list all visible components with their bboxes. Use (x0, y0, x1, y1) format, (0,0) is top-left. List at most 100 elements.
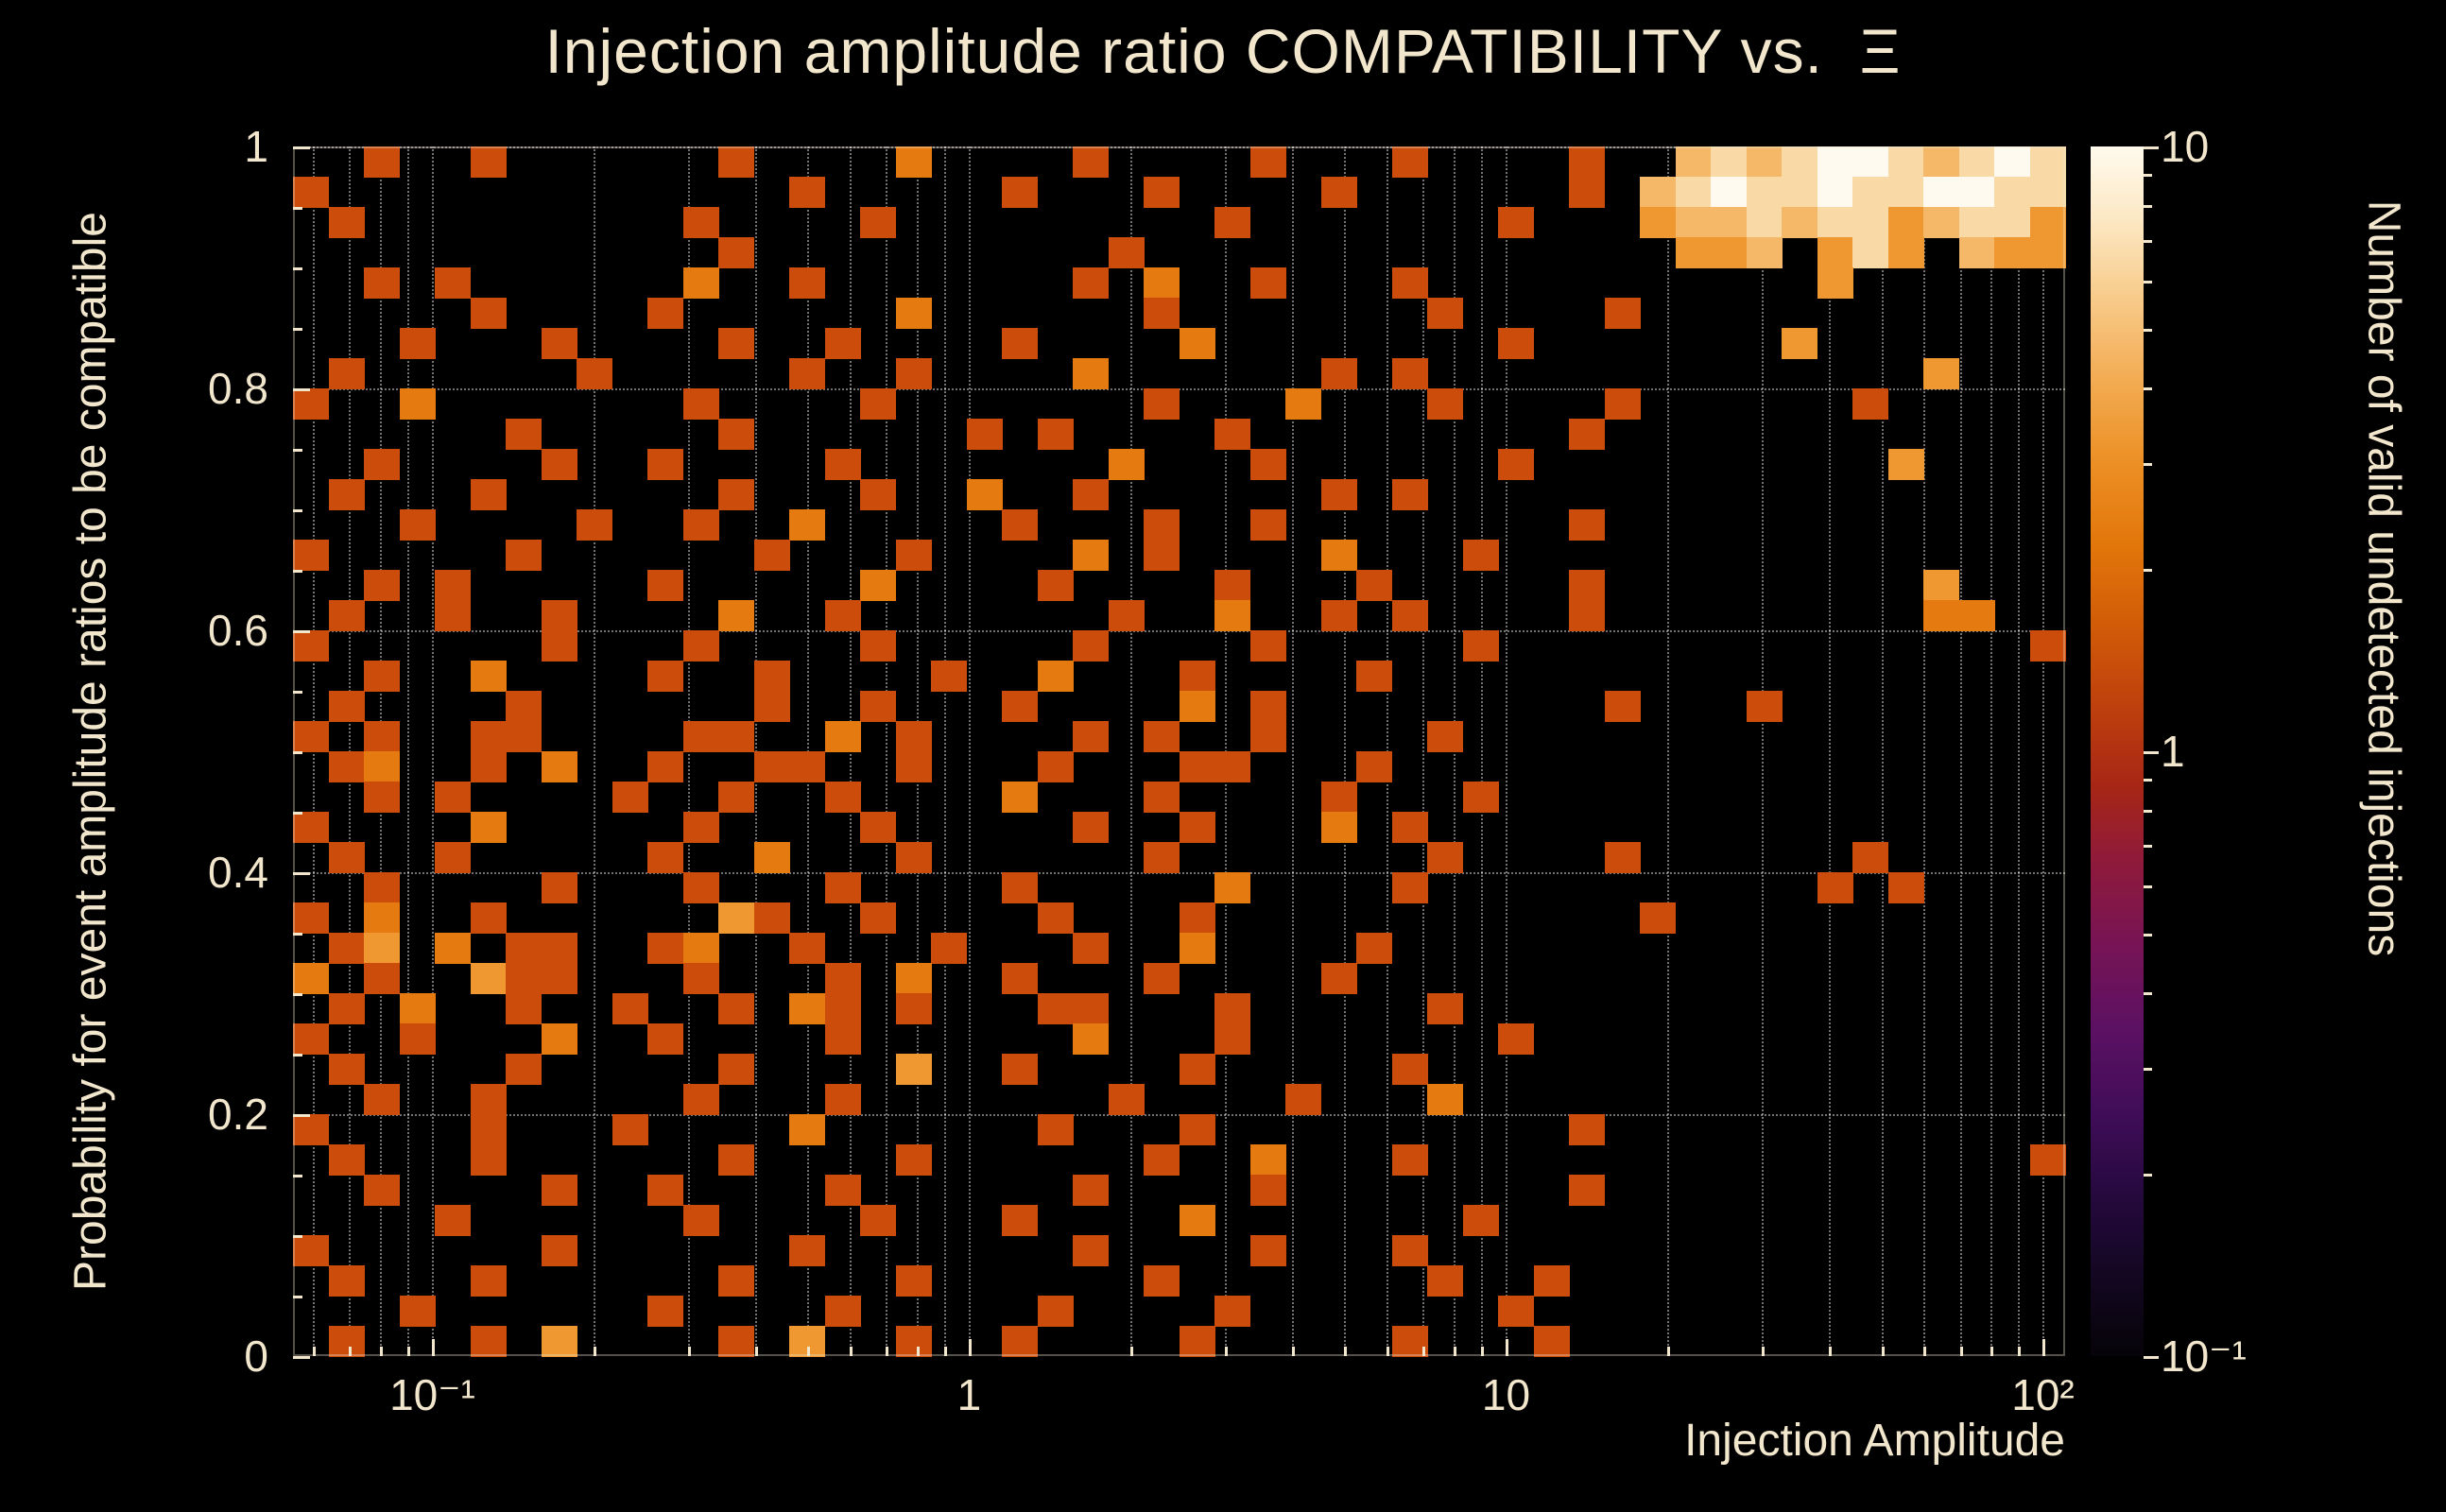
heatmap-cell (718, 993, 755, 1024)
heatmap-cell (1179, 751, 1215, 782)
heatmap-cell (399, 388, 436, 420)
vertical-gridline (1881, 146, 1884, 1356)
heatmap-cell (860, 902, 897, 934)
colorbar-tick (2144, 933, 2152, 936)
heatmap-cell (470, 963, 507, 994)
heatmap-cell (1569, 509, 1606, 541)
heatmap-cell (364, 872, 401, 903)
y-axis-tick (293, 872, 310, 875)
heatmap-cell (328, 842, 365, 873)
x-axis-tick (1829, 1347, 1833, 1356)
heatmap-cell (824, 600, 861, 631)
heatmap-cell (470, 812, 507, 843)
heatmap-cell (1179, 902, 1215, 934)
heatmap-cell (541, 1023, 577, 1055)
heatmap-cell (1249, 1175, 1286, 1206)
vertical-gridline (1762, 146, 1765, 1356)
heatmap-cell (1569, 146, 1606, 178)
heatmap-cell (1391, 146, 1428, 178)
x-axis-tick (1881, 1347, 1885, 1356)
heatmap-cell (1675, 237, 1712, 268)
heatmap-cell (1249, 267, 1286, 299)
y-axis-tick (293, 1235, 302, 1238)
heatmap-cell (682, 509, 719, 541)
heatmap-cell (1144, 1144, 1180, 1176)
heatmap-cell (1320, 963, 1357, 994)
colorbar-tick-label: 10⁻¹ (2161, 1332, 2247, 1381)
ticks-layer (293, 146, 2065, 1359)
heatmap-cell (1462, 782, 1499, 813)
heatmap-cell (293, 540, 330, 571)
heatmap-cell (1144, 842, 1180, 873)
heatmap-cell (328, 358, 365, 389)
heatmap-cell (895, 1326, 932, 1357)
heatmap-cell (860, 207, 897, 238)
heatmap-cell (435, 267, 472, 299)
x-axis-tick (944, 1347, 948, 1356)
heatmap-cell (895, 358, 932, 389)
heatmap-cell (647, 933, 684, 964)
heatmap-cell (1887, 449, 1924, 480)
y-axis-tick (293, 1356, 310, 1359)
horizontal-gridline (293, 630, 2065, 632)
x-axis-labels: 10⁻¹ 1 10 10² (293, 1369, 2075, 1424)
y-axis-tick (293, 146, 310, 149)
heatmap-cell (1852, 146, 1889, 178)
heatmap-cell (1214, 419, 1251, 450)
x-axis-tick (1959, 1347, 1963, 1356)
heatmap-cell (435, 1205, 472, 1236)
heatmap-cell (753, 751, 790, 782)
heatmap-cell (364, 902, 401, 934)
heatmap-cell (718, 600, 755, 631)
heatmap-cell (1604, 388, 1641, 420)
heatmap-cell (435, 782, 472, 813)
heatmap-cell (1391, 358, 1428, 389)
horizontal-gridline (293, 872, 2065, 874)
heatmap-cell (1427, 1265, 1464, 1297)
heatmap-cell (1108, 237, 1145, 268)
heatmap-cell (647, 842, 684, 873)
heatmap-cell (1002, 1205, 1039, 1236)
heatmap-cell (1214, 1296, 1251, 1327)
heatmap-cell (364, 570, 401, 601)
colorbar-tick (2144, 751, 2159, 754)
heatmap-cell (1923, 146, 1960, 178)
y-axis-tick (293, 1054, 302, 1057)
heatmap-cell (860, 630, 897, 662)
heatmap-cell (1391, 1054, 1428, 1085)
heatmap-cell (328, 993, 365, 1024)
heatmap-cell (470, 146, 507, 178)
heatmap-cell (1214, 600, 1251, 631)
heatmap-cell (1994, 207, 2031, 238)
x-axis-tick (1481, 1347, 1485, 1356)
heatmap-cell (1002, 1054, 1039, 1085)
vertical-gridline (1829, 146, 1832, 1356)
x-tick-label: 10 (1481, 1370, 1531, 1419)
heatmap-cell (328, 751, 365, 782)
heatmap-cell (541, 963, 577, 994)
heatmap-cell (1356, 570, 1393, 601)
heatmap-cell (293, 177, 330, 208)
heatmap-cell (1391, 1144, 1428, 1176)
heatmap-cell (1958, 207, 1995, 238)
heatmap-cell (966, 479, 1003, 510)
y-axis-tick (293, 267, 302, 270)
y-tick-label: 0 (244, 1332, 268, 1381)
colorbar-tick (2144, 240, 2152, 244)
vertical-gridline (1292, 146, 1295, 1356)
colorbar-tick (2144, 1174, 2152, 1177)
heatmap-cell (541, 933, 577, 964)
heatmap-cell (1569, 570, 1606, 601)
heatmap-cell (895, 540, 932, 571)
heatmap-plot (293, 146, 2066, 1359)
heatmap-cell (1249, 1235, 1286, 1266)
heatmap-cell (399, 328, 436, 359)
colorbar-tick (2144, 174, 2152, 178)
x-tick-label: 1 (956, 1370, 982, 1419)
heatmap-cell (293, 963, 330, 994)
heatmap-cell (1073, 812, 1110, 843)
heatmap-cell (789, 177, 826, 208)
x-axis-tick (1506, 1339, 1509, 1356)
vertical-gridline (1959, 146, 1962, 1356)
